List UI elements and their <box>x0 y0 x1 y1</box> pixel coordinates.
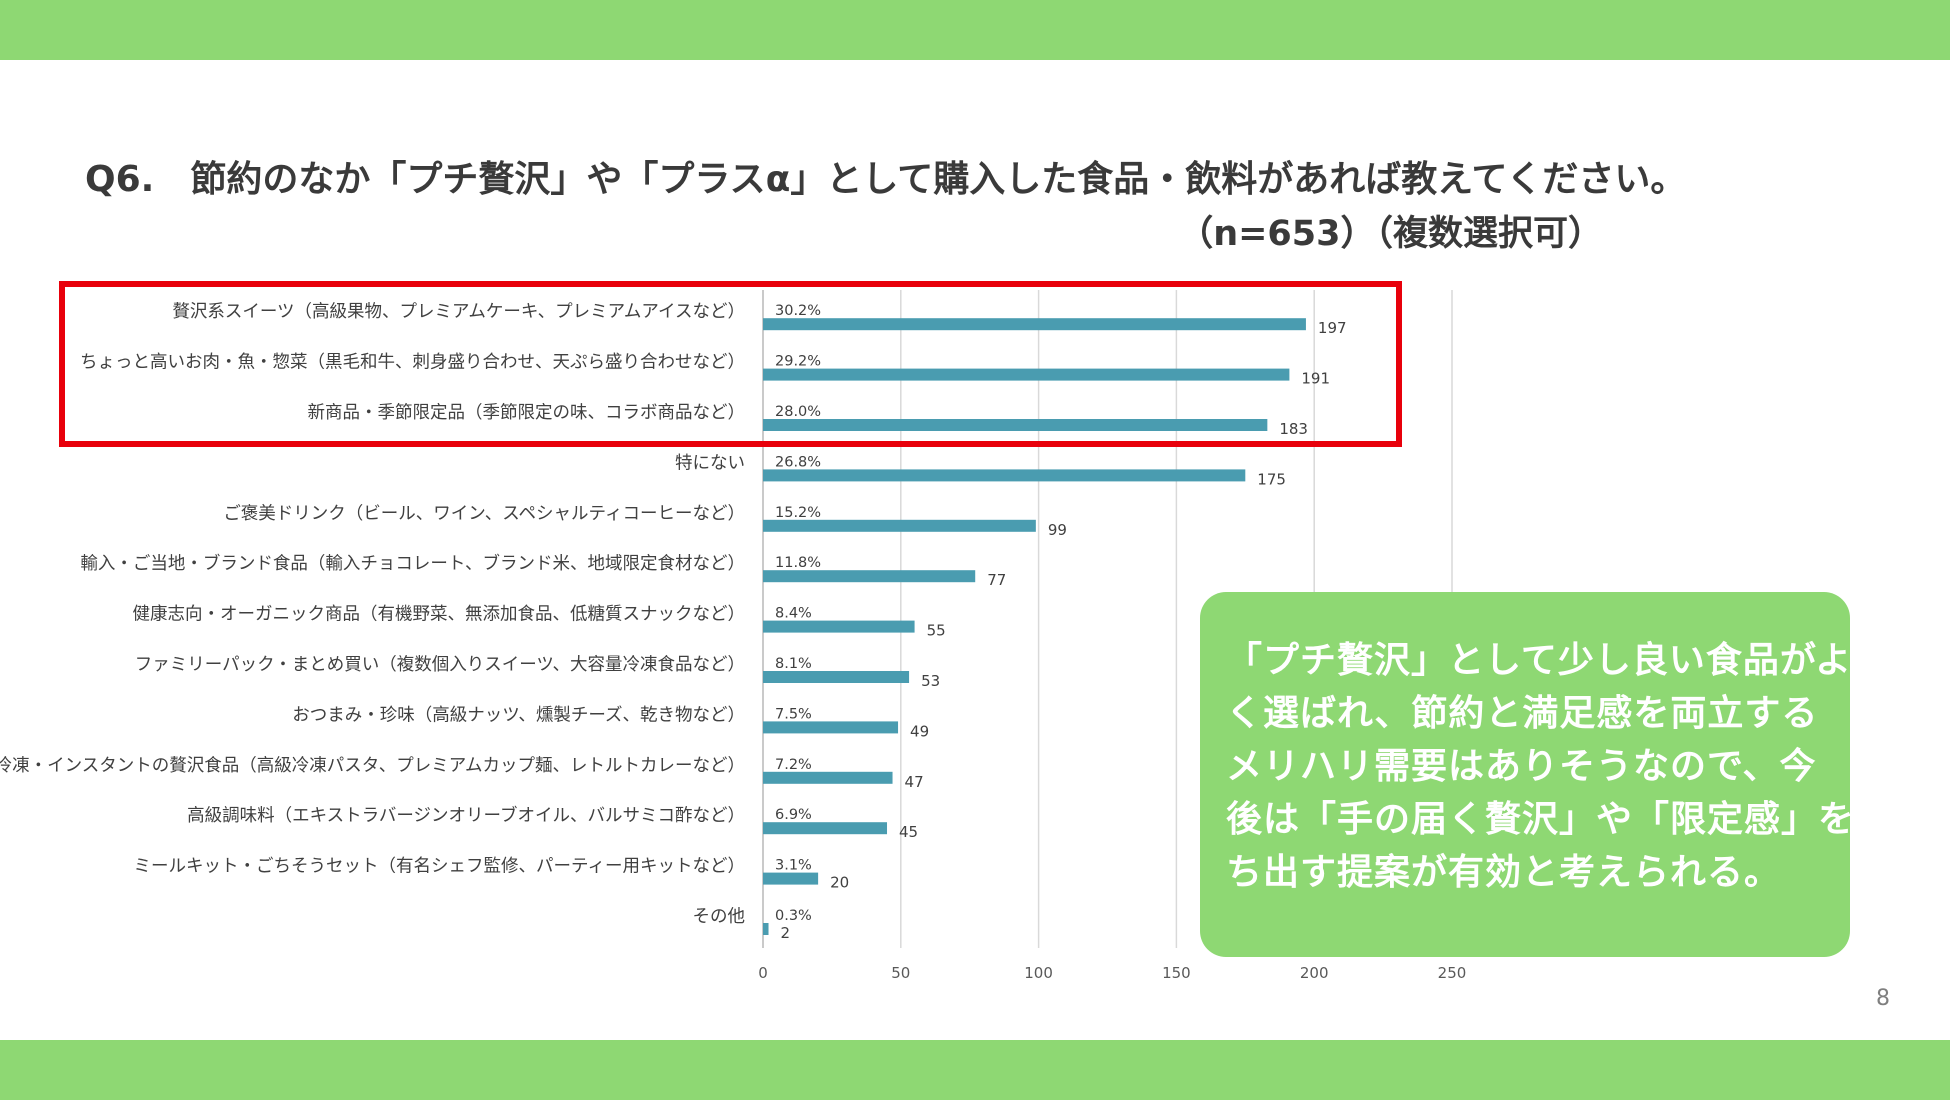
category-label: その他 <box>693 907 746 927</box>
comment-line: ち出す提案が有効と考えられる。 <box>1226 852 1782 893</box>
percent-label: 29.2% <box>775 354 821 370</box>
x-tick-label: 200 <box>1300 964 1329 982</box>
category-label: 冷凍・インスタントの贅沢食品（高級冷凍パスタ、プレミアムカップ麺、レトルトカレー… <box>0 756 745 776</box>
bar <box>763 419 1268 431</box>
value-label: 53 <box>921 672 940 690</box>
value-label: 99 <box>1048 521 1067 539</box>
category-label: 健康志向・オーガニック商品（有機野菜、無添加食品、低糖質スナックなど） <box>133 605 746 625</box>
comment-box: 「プチ贅沢」として少し良い食品がよ く選ばれ、節約と満足感を両立する メリハリ需… <box>1200 592 1893 957</box>
x-tick-label: 50 <box>891 964 910 982</box>
bar <box>763 923 769 935</box>
percent-label: 7.2% <box>775 757 812 773</box>
comment-line: メリハリ需要はありそうなので、今 <box>1226 746 1817 787</box>
x-tick-label: 0 <box>758 964 768 982</box>
bar <box>763 872 819 885</box>
percent-label: 0.3% <box>775 908 812 924</box>
value-label: 45 <box>899 823 918 841</box>
top-band <box>0 0 1950 60</box>
category-label: 贅沢系スイーツ（高級果物、プレミアムケーキ、プレミアムアイスなど） <box>172 302 745 322</box>
value-label: 55 <box>927 622 946 640</box>
bar <box>763 368 1290 381</box>
percent-label: 8.1% <box>775 656 812 672</box>
percent-label: 3.1% <box>775 858 812 874</box>
percent-label: 8.4% <box>775 606 812 622</box>
category-label: ご褒美ドリンク（ビール、ワイン、スペシャルティコーヒーなど） <box>223 504 745 524</box>
bar <box>763 671 910 683</box>
value-label: 49 <box>910 722 929 740</box>
category-label: 新商品・季節限定品（季節限定の味、コラボ商品など） <box>308 403 746 423</box>
sample-size-note: （n=653）（複数選択可） <box>1178 214 1603 254</box>
percent-label: 7.5% <box>775 706 812 722</box>
bottom-band <box>0 1040 1950 1100</box>
category-label: ファミリーパック・まとめ買い（複数個入りスイーツ、大容量冷凍食品など） <box>135 655 745 675</box>
value-label: 47 <box>905 773 924 791</box>
comment-line: 後は「手の届く贅沢」や「限定感」を打 <box>1226 799 1893 840</box>
category-label: 特にない <box>675 453 745 473</box>
category-label: ミールキット・ごちそうセット（有名シェフ監修、パーティー用キットなど） <box>134 857 745 877</box>
page-title: Q6. 節約のなか「プチ贅沢」や「プラスα」として購入した食品・飲料があれば教え… <box>85 159 1687 200</box>
bar <box>763 721 899 734</box>
value-label: 2 <box>781 924 791 942</box>
value-label: 183 <box>1279 420 1308 438</box>
percent-label: 26.8% <box>775 454 821 470</box>
value-label: 197 <box>1318 319 1347 337</box>
bar <box>763 771 893 784</box>
category-label: 高級調味料（エキストラバージンオリーブオイル、バルサミコ酢など） <box>187 805 745 826</box>
bar <box>763 822 888 835</box>
bar <box>763 620 915 633</box>
x-tick-label: 150 <box>1162 964 1191 982</box>
bar <box>763 570 976 583</box>
value-label: 77 <box>987 571 1006 589</box>
comment-line: く選ばれ、節約と満足感を両立する <box>1226 693 1819 734</box>
x-tick-label: 100 <box>1024 964 1053 982</box>
top-three-highlight-box <box>59 281 1402 447</box>
bar <box>763 469 1246 482</box>
category-label: 輸入・ご当地・ブランド食品（輸入チョコレート、ブランド米、地域限定食材など） <box>80 553 745 574</box>
x-tick-label: 250 <box>1438 964 1467 982</box>
comment-line: 「プチ贅沢」として少し良い食品がよ <box>1226 640 1853 681</box>
percent-label: 11.8% <box>775 555 821 571</box>
percent-label: 15.2% <box>775 505 821 521</box>
value-label: 191 <box>1301 370 1330 388</box>
percent-label: 6.9% <box>775 807 812 823</box>
category-label: おつまみ・珍味（高級ナッツ、燻製チーズ、乾き物など） <box>292 705 745 725</box>
page-number: 8 <box>1876 986 1890 1011</box>
bar <box>763 519 1036 532</box>
percent-label: 28.0% <box>775 404 821 420</box>
value-label: 20 <box>830 874 849 892</box>
percent-label: 30.2% <box>775 303 821 319</box>
value-label: 175 <box>1257 470 1286 488</box>
category-label: ちょっと高いお肉・魚・惣菜（黒毛和牛、刺身盛り合わせ、天ぷら盛り合わせなど） <box>80 353 745 373</box>
bar <box>763 318 1306 331</box>
